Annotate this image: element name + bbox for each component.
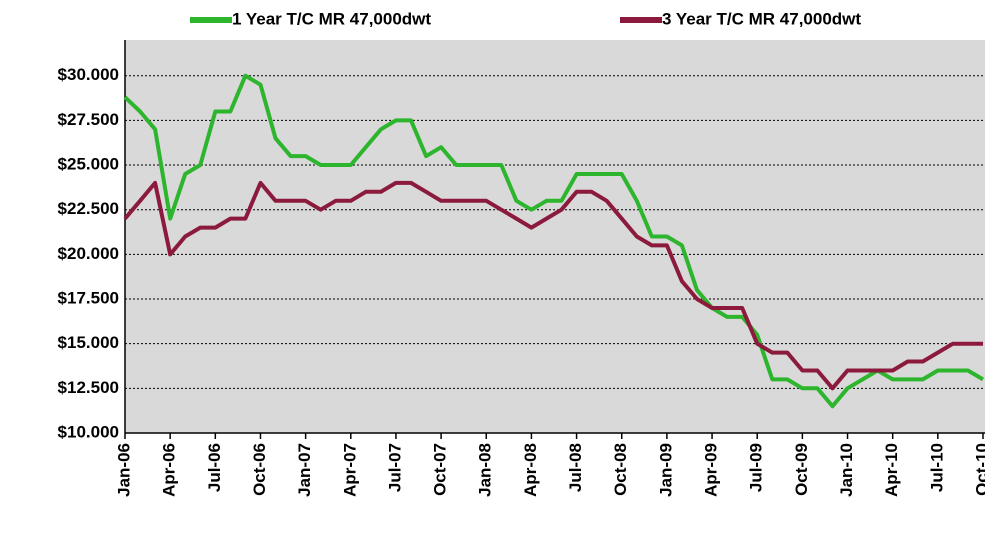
x-tick-label: Apr-09 [702,443,721,497]
x-tick-label: Apr-06 [160,443,179,497]
x-tick-label: Oct-09 [792,443,811,496]
x-tick-label: Apr-07 [340,443,359,497]
legend-label: 1 Year T/C MR 47,000dwt [232,9,431,28]
x-tick-label: Jul-10 [927,443,946,492]
y-tick-label: $10.000 [58,422,119,441]
x-tick-label: Oct-10 [972,443,985,496]
series-line [123,180,983,391]
x-tick-label: Jul-08 [566,443,585,492]
y-tick-label: $20.000 [58,244,119,263]
y-tick-label: $22.500 [58,199,119,218]
x-tick-label: Jul-06 [205,443,224,492]
x-tick-label: Jan-07 [295,443,314,497]
y-tick-label: $17.500 [58,289,119,308]
y-tick-label: $12.500 [58,378,119,397]
plot-area [125,40,985,433]
x-tick-label: Oct-07 [431,443,450,496]
x-tick-label: Jul-07 [385,443,404,492]
x-tick-label: Oct-08 [611,443,630,496]
y-tick-label: $30.000 [58,65,119,84]
x-tick-label: Apr-08 [521,443,540,497]
x-tick-label: Jan-08 [476,443,495,497]
legend-label: 3 Year T/C MR 47,000dwt [662,9,861,28]
x-tick-label: Apr-10 [882,443,901,497]
x-tick-label: Jan-09 [656,443,675,497]
x-tick-label: Oct-06 [250,443,269,496]
y-tick-label: $25.000 [58,155,119,174]
y-tick-label: $27.500 [58,110,119,129]
series-line [123,73,985,409]
x-tick-label: Jan-06 [114,443,133,497]
x-tick-label: Jan-10 [837,443,856,497]
y-tick-label: $15.000 [58,333,119,352]
x-tick-label: Jul-09 [747,443,766,492]
